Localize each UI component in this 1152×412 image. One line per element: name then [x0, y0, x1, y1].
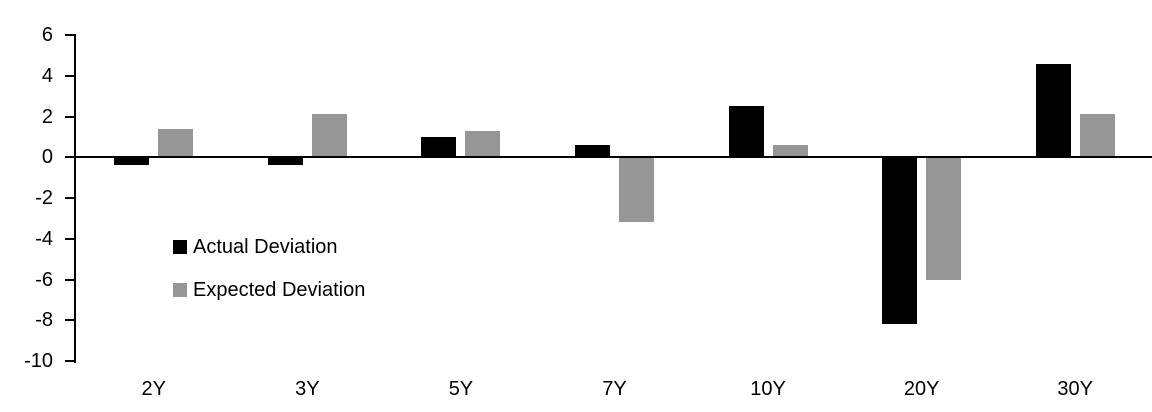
legend-swatch-expected-icon: [173, 283, 187, 297]
y-tick-label--10: -10: [24, 350, 53, 372]
x-tick-label-7y: 7Y: [602, 378, 627, 400]
x-tick-label-3y: 3Y: [295, 378, 320, 400]
x-tick-label-30y: 30Y: [1057, 378, 1093, 400]
y-tick-label--8: -8: [35, 309, 53, 332]
bar-actual-deviation-30y: [1035, 63, 1071, 158]
bar-actual-deviation-7y: [575, 145, 610, 158]
y-tick-label-2: 2: [41, 105, 53, 128]
y-tick-label-4: 4: [41, 64, 53, 87]
y-tick-label--6: -6: [35, 268, 53, 291]
y-axis-line: [74, 34, 76, 363]
x-tick-label-20y: 20Y: [903, 378, 940, 400]
x-tick-label-5y: 5Y: [448, 378, 474, 400]
y-tick-mark--10: [65, 360, 74, 362]
y-tick-mark--6: [65, 278, 74, 281]
bar-expected-deviation-20y: [926, 157, 962, 280]
bar-actual-deviation-20y: [882, 157, 918, 325]
y-tick-mark-2: [65, 115, 74, 118]
y-tick-mark-6: [65, 34, 74, 36]
bar-expected-deviation-2y: [158, 128, 194, 158]
bar-actual-deviation-3y: [267, 157, 303, 166]
bar-expected-deviation-30y: [1079, 114, 1115, 158]
y-tick-mark--4: [65, 237, 74, 240]
bar-actual-deviation-10y: [728, 106, 764, 158]
y-tick-label-0: 0: [41, 146, 53, 169]
legend-swatch-actual-icon: [173, 240, 187, 254]
x-tick-label-2y: 2Y: [141, 378, 167, 400]
bar-expected-deviation-10y: [772, 145, 808, 158]
x-axis-zero-line: [74, 156, 1152, 159]
x-tick-label-10y: 10Y: [750, 378, 786, 400]
y-tick-label-6: 6: [41, 24, 53, 46]
bar-expected-deviation-3y: [311, 114, 347, 158]
legend-label-actual-deviation: Actual Deviation: [193, 235, 338, 258]
y-tick-mark-0: [65, 156, 74, 159]
y-tick-mark--2: [65, 197, 74, 199]
y-tick-mark-4: [65, 74, 74, 77]
legend: Actual Deviation Expected Deviation: [173, 236, 365, 322]
bar-expected-deviation-7y: [619, 157, 654, 223]
legend-item-actual-deviation: Actual Deviation: [173, 236, 365, 258]
y-tick-label--2: -2: [35, 187, 53, 209]
legend-item-expected-deviation: Expected Deviation: [173, 279, 365, 301]
bar-actual-deviation-5y: [421, 136, 457, 158]
y-tick-mark--8: [65, 319, 74, 322]
bar-expected-deviation-5y: [465, 130, 501, 158]
legend-label-expected-deviation: Expected Deviation: [193, 278, 366, 301]
bar-actual-deviation-2y: [114, 157, 150, 166]
y-tick-label--4: -4: [35, 227, 53, 250]
